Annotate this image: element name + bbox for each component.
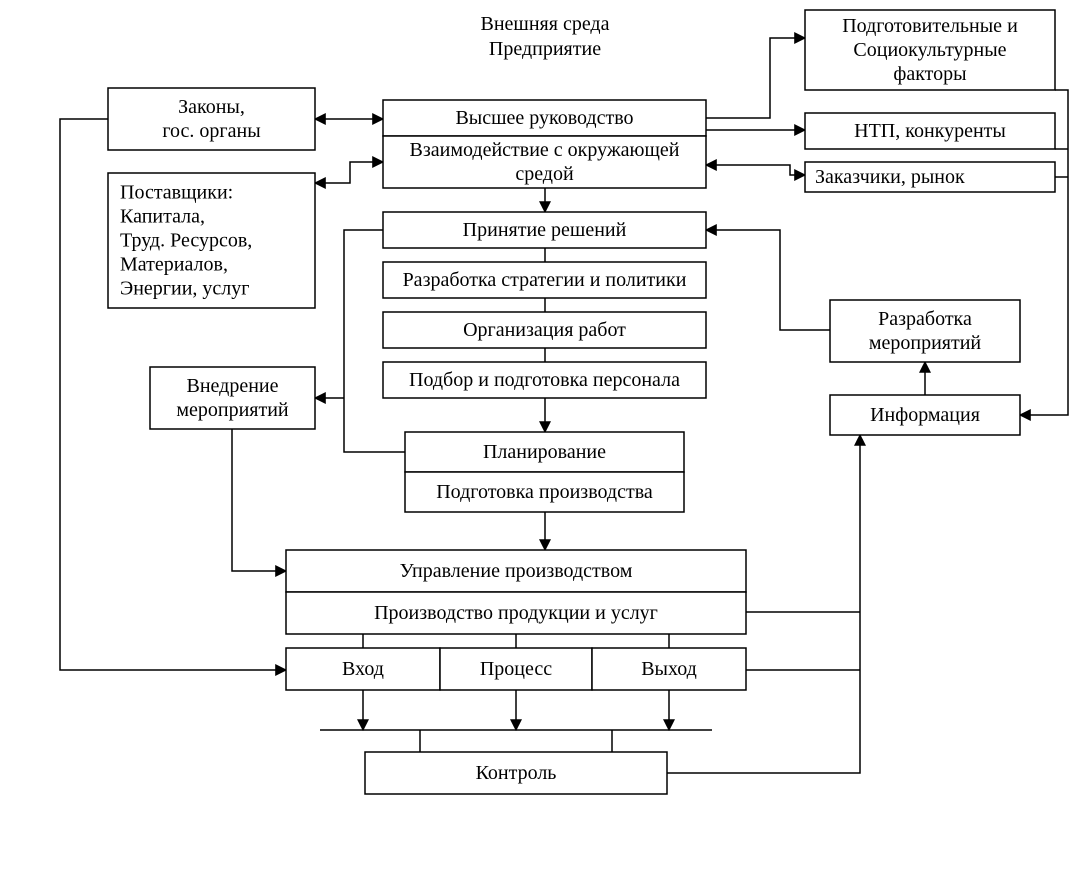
title-line2: Предприятие (489, 38, 601, 60)
node-suppliers-line1: Капитала, (120, 206, 205, 228)
node-outp: Выход (592, 648, 746, 690)
title-line1: Внешняя среда (481, 13, 610, 35)
node-develop: Разработкамероприятий (830, 300, 1020, 362)
node-env_inter: Взаимодействие с окружающейсредой (383, 136, 706, 188)
node-control: Контроль (365, 752, 667, 794)
node-prod_prep-line0: Подготовка производства (436, 481, 653, 503)
node-products-line0: Производство продукции и услуг (374, 602, 658, 624)
node-decisions-line0: Принятие решений (463, 219, 627, 241)
node-inp-line0: Вход (342, 658, 384, 680)
node-env_inter-line1: средой (515, 163, 574, 185)
node-proc: Процесс (440, 648, 592, 690)
edge-4 (315, 162, 383, 183)
edge-21 (232, 429, 286, 571)
node-org_work-line0: Организация работ (463, 319, 626, 341)
node-implement-line1: мероприятий (176, 399, 289, 421)
node-strategy: Разработка стратегии и политики (383, 262, 706, 298)
node-custom-line0: Заказчики, рынок (815, 166, 965, 188)
node-control-line0: Контроль (476, 762, 557, 784)
node-prep_fact-line0: Подготовительные и (842, 15, 1018, 37)
edge-28 (706, 230, 830, 330)
node-planning: Планирование (405, 432, 684, 472)
node-info: Информация (830, 395, 1020, 435)
node-inp: Вход (286, 648, 440, 690)
node-info-line0: Информация (870, 404, 980, 426)
node-ntp-line0: НТП, конкуренты (854, 120, 1006, 142)
node-products: Производство продукции и услуг (286, 592, 746, 634)
node-prod_prep: Подготовка производства (405, 472, 684, 512)
node-laws-line0: Законы, (178, 96, 245, 118)
node-proc-line0: Процесс (480, 658, 552, 680)
node-prep_fact: Подготовительные иСоциокультурныефакторы (805, 10, 1055, 90)
node-suppliers-line0: Поставщики: (120, 182, 233, 204)
node-implement: Внедрениемероприятий (150, 367, 315, 429)
node-suppliers-line4: Энергии, услуг (120, 278, 249, 300)
node-org_work: Организация работ (383, 312, 706, 348)
node-planning-line0: Планирование (483, 441, 606, 463)
node-prod_mgmt: Управление производством (286, 550, 746, 592)
node-develop-line0: Разработка (878, 308, 972, 330)
node-implement-line0: Внедрение (187, 375, 279, 397)
node-top_mgmt: Высшее руководство (383, 100, 706, 136)
node-suppliers-line3: Материалов, (120, 254, 228, 276)
node-custom: Заказчики, рынок (805, 162, 1055, 192)
node-env_inter-line0: Взаимодействие с окружающей (410, 139, 680, 161)
node-prod_mgmt-line0: Управление производством (400, 560, 633, 582)
edge-0 (706, 38, 805, 118)
node-laws-line1: гос. органы (162, 120, 260, 142)
node-suppliers-line2: Труд. Ресурсов, (120, 230, 252, 252)
node-decisions: Принятие решений (383, 212, 706, 248)
node-outp-line0: Выход (641, 658, 697, 680)
node-develop-line1: мероприятий (869, 332, 982, 354)
node-prep_fact-line2: факторы (893, 63, 966, 85)
node-personnel: Подбор и подготовка персонала (383, 362, 706, 398)
node-ntp: НТП, конкуренты (805, 113, 1055, 149)
node-top_mgmt-line0: Высшее руководство (455, 107, 633, 129)
node-prep_fact-line1: Социокультурные (853, 39, 1006, 61)
node-personnel-line0: Подбор и подготовка персонала (409, 369, 680, 391)
edge-2 (706, 165, 805, 175)
node-suppliers: Поставщики:Капитала,Труд. Ресурсов,Матер… (108, 173, 315, 308)
node-laws: Законы,гос. органы (108, 88, 315, 150)
node-strategy-line0: Разработка стратегии и политики (403, 269, 687, 291)
